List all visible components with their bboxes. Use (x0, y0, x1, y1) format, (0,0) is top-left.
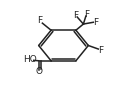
Text: F: F (93, 18, 98, 27)
Text: F: F (85, 10, 90, 19)
Text: F: F (73, 11, 78, 20)
Text: F: F (98, 46, 103, 55)
Text: HO: HO (23, 55, 37, 64)
Text: O: O (35, 67, 42, 76)
Text: F: F (37, 16, 42, 25)
